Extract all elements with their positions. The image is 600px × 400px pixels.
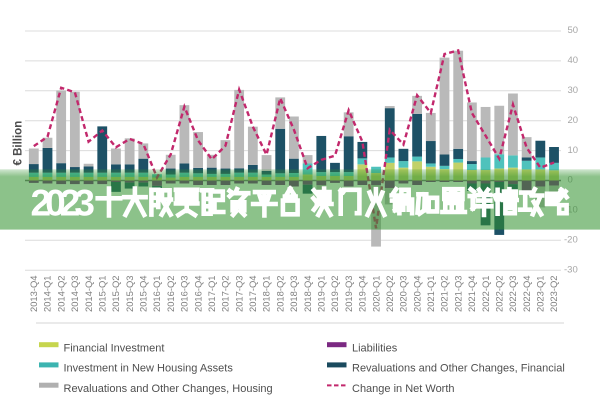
svg-text:2013-Q4: 2013-Q4	[28, 276, 39, 312]
svg-text:2020-Q3: 2020-Q3	[398, 276, 409, 312]
svg-text:2022-Q1: 2022-Q1	[480, 276, 491, 312]
svg-text:2016-Q2: 2016-Q2	[165, 276, 176, 312]
svg-text:2018-Q2: 2018-Q2	[274, 276, 285, 312]
svg-text:2019-Q2: 2019-Q2	[329, 276, 340, 312]
svg-text:2014-Q1: 2014-Q1	[42, 276, 53, 312]
svg-text:Change in Net Worth: Change in Net Worth	[352, 383, 455, 395]
svg-text:Revaluations and Other Changes: Revaluations and Other Changes, Housing	[64, 383, 273, 395]
svg-text:2022-Q4: 2022-Q4	[521, 276, 532, 312]
svg-text:2014-Q3: 2014-Q3	[69, 276, 80, 312]
svg-text:40: 40	[568, 55, 579, 66]
svg-text:2022-Q2: 2022-Q2	[493, 276, 504, 312]
svg-text:2015-Q4: 2015-Q4	[138, 276, 149, 312]
svg-text:2014-Q4: 2014-Q4	[83, 276, 94, 312]
svg-text:2023-Q2: 2023-Q2	[548, 276, 559, 312]
svg-text:20: 20	[568, 115, 579, 126]
svg-text:2021-Q1: 2021-Q1	[425, 276, 436, 312]
svg-text:2021-Q4: 2021-Q4	[466, 276, 477, 312]
svg-text:2014-Q2: 2014-Q2	[55, 276, 66, 312]
svg-text:2023: 2023	[31, 183, 96, 224]
svg-text:2017-Q3: 2017-Q3	[233, 276, 244, 312]
svg-text:Revaluations and Other Changes: Revaluations and Other Changes, Financia…	[352, 363, 565, 375]
svg-text:2019-Q1: 2019-Q1	[315, 276, 326, 312]
svg-text:2019-Q4: 2019-Q4	[357, 276, 368, 312]
svg-text:2019-Q3: 2019-Q3	[343, 276, 354, 312]
svg-text:2015-Q1: 2015-Q1	[96, 276, 107, 312]
svg-text:2020-Q4: 2020-Q4	[411, 276, 422, 312]
svg-text:10: 10	[568, 145, 579, 156]
svg-text:50: 50	[568, 25, 579, 36]
svg-text:2023-Q1: 2023-Q1	[535, 276, 546, 312]
svg-text:Liabilities: Liabilities	[352, 342, 398, 354]
svg-text:2021-Q2: 2021-Q2	[439, 276, 450, 312]
svg-text:Investment in New Housing Asse: Investment in New Housing Assets	[64, 363, 234, 375]
svg-text:2015-Q2: 2015-Q2	[110, 276, 121, 312]
svg-text:2022-Q3: 2022-Q3	[507, 276, 518, 312]
svg-text:-30: -30	[564, 264, 578, 275]
svg-text:2016-Q1: 2016-Q1	[151, 276, 162, 312]
svg-text:2021-Q3: 2021-Q3	[452, 276, 463, 312]
svg-text:€ Billion: € Billion	[13, 121, 25, 166]
svg-text:2017-Q4: 2017-Q4	[247, 276, 258, 312]
svg-text:2016-Q4: 2016-Q4	[192, 276, 203, 312]
svg-text:2016-Q3: 2016-Q3	[179, 276, 190, 312]
svg-text:2020-Q1: 2020-Q1	[370, 276, 381, 312]
svg-text:2020-Q2: 2020-Q2	[384, 276, 395, 312]
svg-text:2018-Q1: 2018-Q1	[261, 276, 272, 312]
svg-text:30: 30	[568, 85, 579, 96]
svg-text:-20: -20	[564, 235, 578, 246]
svg-text:2015-Q3: 2015-Q3	[124, 276, 135, 312]
svg-text:2018-Q4: 2018-Q4	[302, 276, 313, 312]
svg-text:2017-Q1: 2017-Q1	[206, 276, 217, 312]
svg-text:2017-Q2: 2017-Q2	[220, 276, 231, 312]
svg-text:2018-Q3: 2018-Q3	[288, 276, 299, 312]
svg-text:Financial Investment: Financial Investment	[64, 342, 165, 354]
